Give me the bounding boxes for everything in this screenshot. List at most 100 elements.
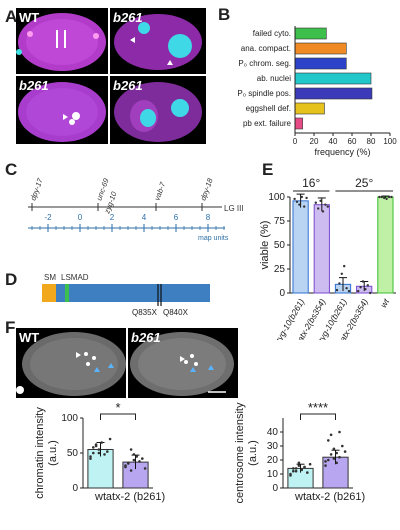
y-tick-label: 50 <box>67 448 79 459</box>
data-point <box>89 457 92 460</box>
x-tick-label: 60 <box>348 137 357 146</box>
data-point <box>306 471 309 474</box>
data-point <box>308 462 312 466</box>
bar <box>294 72 372 85</box>
micrograph-label: b261 <box>131 330 161 345</box>
data-point <box>106 450 109 453</box>
category-label: P₀ spindle pos. <box>237 89 291 98</box>
data-point <box>89 455 92 458</box>
data-point <box>289 474 292 477</box>
data-point <box>132 458 136 462</box>
data-point <box>135 455 138 458</box>
x-axis-label: frequency (%) <box>314 147 370 157</box>
map-tick-label: 2 <box>110 213 115 222</box>
data-point <box>108 437 112 441</box>
data-point <box>378 195 381 199</box>
y-tick-label: 10 <box>267 469 279 480</box>
micrograph-b261-3: b261 <box>110 76 206 144</box>
x-tick-label: 40 <box>329 137 338 146</box>
category-label: wt <box>378 296 391 309</box>
micrograph-b261-1: b261 <box>110 8 206 74</box>
embryo-b261-image-1 <box>114 14 202 70</box>
data-point <box>332 457 336 460</box>
data-point <box>366 284 369 287</box>
data-point <box>97 448 101 451</box>
panel-label-b: B <box>218 5 231 24</box>
significance-bracket <box>100 413 136 420</box>
data-point <box>129 448 133 451</box>
category-label: P₀ chrom. seg. <box>238 59 291 68</box>
bar <box>313 204 330 294</box>
data-point <box>292 467 295 470</box>
data-point <box>387 195 391 199</box>
bar <box>294 57 347 70</box>
group-label: 16° <box>302 176 320 190</box>
y-tick-label: 20 <box>267 455 279 466</box>
data-point <box>359 286 362 289</box>
data-point <box>321 210 325 213</box>
y-tick-label: 0 <box>72 483 78 494</box>
data-point <box>329 453 333 456</box>
micrograph-b261-2: b261 <box>16 76 108 144</box>
micrograph-label: WT <box>19 330 40 345</box>
data-point <box>343 264 346 268</box>
data-point <box>298 203 301 206</box>
data-point <box>100 441 103 444</box>
map-tick-label: -2 <box>44 213 52 222</box>
data-point <box>327 439 330 442</box>
lsmad-domain <box>65 284 69 302</box>
y-tick-label: 75 <box>274 216 286 227</box>
embryo-f-wt-image <box>16 332 126 396</box>
category-label: wt <box>94 491 106 503</box>
data-point <box>341 444 344 448</box>
data-point <box>338 282 341 285</box>
protein-domain-diagram: SM LSMAD Q835X Q840X <box>42 273 210 317</box>
data-point <box>345 287 348 290</box>
data-point <box>332 447 336 451</box>
chart-b: failed cyto. ana. compact. P₀ chrom. seg. a… <box>237 26 397 157</box>
bar <box>87 449 114 489</box>
micrograph-label: b261 <box>19 78 49 93</box>
data-point <box>294 467 298 470</box>
panel-label-d: D <box>5 270 18 289</box>
x-tick-label: 80 <box>367 137 376 146</box>
y-axis-label-unit: (a.u.) <box>247 440 259 466</box>
data-point <box>326 205 329 208</box>
gene-label: dpy-17 <box>28 176 45 201</box>
data-point <box>347 289 351 293</box>
data-point <box>335 288 339 292</box>
data-point <box>329 433 333 437</box>
mutation-label: Q840X <box>163 308 189 317</box>
x-tick-label: 0 <box>293 137 298 146</box>
data-point <box>324 203 327 206</box>
data-point <box>369 291 372 295</box>
category-label: ab. nuclei <box>257 74 291 83</box>
data-point <box>92 446 95 449</box>
embryo-b261-image-3 <box>114 82 202 142</box>
data-point <box>97 451 101 455</box>
micrograph-label: b261 <box>113 10 143 25</box>
data-point <box>361 280 365 283</box>
bar <box>294 117 303 130</box>
gene-label: dpy-18 <box>198 176 215 201</box>
category-label: eggshell def. <box>246 104 291 113</box>
data-point <box>305 196 308 200</box>
data-point <box>385 197 388 201</box>
data-point <box>390 195 393 199</box>
category-label: atx-2 (b261) <box>106 491 165 503</box>
data-point <box>343 450 347 453</box>
sm-domain <box>42 284 56 302</box>
data-point <box>327 458 330 462</box>
data-point <box>292 469 295 473</box>
data-point <box>303 205 306 208</box>
data-point <box>124 464 127 467</box>
category-label: atx-2 (b261) <box>306 491 365 503</box>
data-point <box>338 430 341 434</box>
category-label: pb ext. failure <box>243 119 292 128</box>
data-point <box>129 469 133 472</box>
micrograph-label: b261 <box>113 78 143 93</box>
significance-bracket <box>300 413 336 420</box>
data-point <box>297 461 301 465</box>
micrograph-f-wt: WT <box>16 328 126 398</box>
